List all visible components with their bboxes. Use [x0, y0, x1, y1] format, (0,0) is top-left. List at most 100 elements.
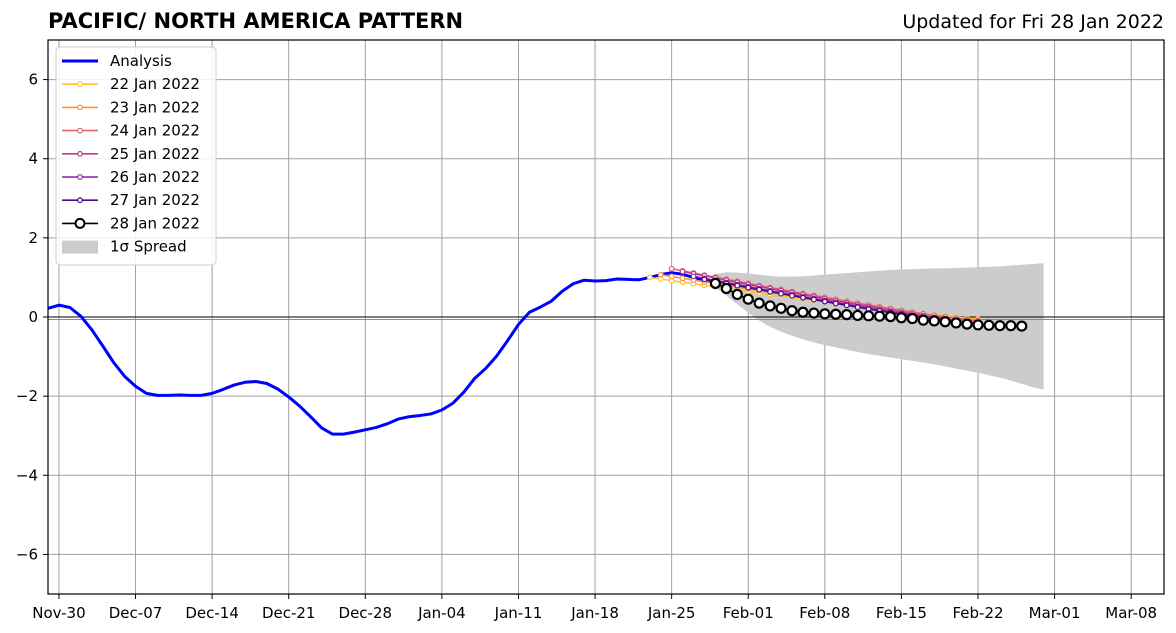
x-tick-label: Dec-21: [262, 604, 316, 622]
forecast-point: [810, 296, 817, 303]
legend-marker: [77, 174, 83, 180]
forecast-point: [701, 276, 708, 283]
legend-label: 22 Jan 2022: [110, 75, 200, 93]
legend-marker: [77, 127, 83, 134]
forecast-point: [800, 294, 806, 301]
x-tick-label: Mar-08: [1105, 604, 1157, 622]
legend-marker: [77, 81, 83, 88]
current-forecast-point: [972, 319, 984, 331]
forecast-point: [767, 288, 774, 295]
legend-item: 24 Jan 2022: [62, 122, 200, 140]
x-axis: Nov-30 Dec-07 Dec-14 Dec-21 Dec-28 Jan-04 Jan-…: [32, 594, 1157, 622]
analysis-line: [47, 271, 716, 436]
current-forecast-point: [808, 307, 820, 319]
y-axis: −6 −4 −2 0 2 4 6: [16, 71, 48, 563]
forecast-point: [843, 302, 850, 309]
current-forecast-point: [906, 312, 918, 325]
legend-item: 25 Jan 2022: [62, 145, 200, 163]
current-forecast-point: [753, 297, 765, 309]
x-tick-label: Nov-30: [32, 604, 85, 622]
current-forecast-point: [731, 288, 743, 301]
current-forecast-point: [797, 306, 809, 318]
analysis-series: [47, 271, 716, 436]
forecast-point: [646, 274, 653, 281]
current-forecast-point: [742, 293, 754, 305]
chart-title: PACIFIC/ NORTH AMERICA PATTERN: [48, 9, 464, 33]
y-tick-label: −2: [16, 387, 38, 405]
forecast-point: [734, 282, 741, 289]
spread-band-group: [715, 263, 1044, 390]
current-forecast-point: [852, 309, 864, 322]
legend-item: 28 Jan 2022: [62, 214, 200, 232]
current-forecast-point: [775, 302, 787, 314]
current-forecast-point: [961, 318, 973, 330]
y-tick-label: 6: [28, 71, 38, 89]
y-tick-label: −6: [16, 545, 38, 563]
legend-swatch: [62, 240, 98, 254]
forecast-point: [668, 265, 675, 272]
y-tick-label: 2: [28, 229, 38, 247]
current-forecast-series: [709, 277, 1028, 332]
legend-label: 26 Jan 2022: [110, 168, 200, 186]
legend-label: 24 Jan 2022: [110, 122, 200, 140]
current-forecast-point: [873, 310, 886, 322]
current-forecast-point: [841, 309, 853, 321]
current-forecast-point: [720, 282, 732, 295]
current-forecast-point: [928, 315, 940, 327]
legend-marker: [77, 104, 83, 111]
x-tick-label: Dec-14: [185, 604, 239, 622]
forecast-line: [682, 270, 979, 324]
current-forecast-point: [1005, 320, 1017, 332]
x-tick-label: Jan-25: [647, 604, 696, 622]
current-forecast-point: [819, 308, 831, 320]
forecast-point: [789, 292, 795, 299]
legend-item: Analysis: [62, 52, 172, 70]
forecast-point: [679, 268, 686, 275]
current-forecast-point: [950, 317, 962, 329]
legend-marker: [74, 217, 86, 229]
x-tick-label: Jan-04: [417, 604, 466, 622]
spread-band: [715, 263, 1044, 390]
y-tick-label: 4: [28, 150, 38, 168]
legend-marker: [77, 197, 83, 204]
legend-label: 1σ Spread: [110, 238, 187, 256]
legend: Analysis 22 Jan 2022 23 Jan 2022 24 Jan 202…: [55, 46, 217, 266]
x-tick-label: Jan-11: [494, 604, 543, 622]
forecast-point: [679, 275, 686, 282]
forecast-point: [690, 273, 697, 280]
legend-item: 26 Jan 2022: [62, 168, 200, 186]
legend-label: 25 Jan 2022: [110, 145, 200, 163]
x-tick-label: Dec-07: [109, 604, 163, 622]
x-tick-label: Mar-01: [1029, 604, 1081, 622]
x-tick-label: Feb-08: [799, 604, 850, 622]
forecast-point: [778, 290, 784, 297]
x-tick-label: Feb-15: [876, 604, 927, 622]
legend-item: 23 Jan 2022: [62, 98, 200, 116]
x-tick-label: Feb-22: [952, 604, 1003, 622]
forecast-point: [821, 298, 828, 305]
forecast-point: [668, 273, 675, 280]
current-forecast-point: [994, 320, 1006, 332]
current-forecast-point: [830, 308, 842, 320]
forecast-point: [756, 286, 763, 293]
forecast-point: [657, 271, 664, 278]
x-tick-label: Feb-01: [723, 604, 774, 622]
x-tick-label: Dec-28: [339, 604, 393, 622]
current-forecast-point: [764, 300, 776, 312]
y-tick-label: −4: [16, 466, 38, 484]
legend-box: [55, 46, 217, 266]
legend-label: Analysis: [110, 52, 172, 70]
current-forecast-point: [917, 314, 929, 326]
legend-item: 22 Jan 2022: [62, 75, 200, 93]
legend-label: 27 Jan 2022: [110, 191, 200, 209]
current-forecast-point: [786, 305, 798, 317]
current-forecast-point: [1016, 320, 1028, 332]
legend-marker: [77, 150, 83, 157]
current-forecast-point: [939, 316, 951, 328]
current-forecast-point: [862, 310, 875, 322]
forecast-point: [832, 300, 839, 307]
forecast-point: [745, 284, 752, 291]
current-forecast-point: [895, 312, 908, 324]
legend-label: 23 Jan 2022: [110, 98, 200, 116]
